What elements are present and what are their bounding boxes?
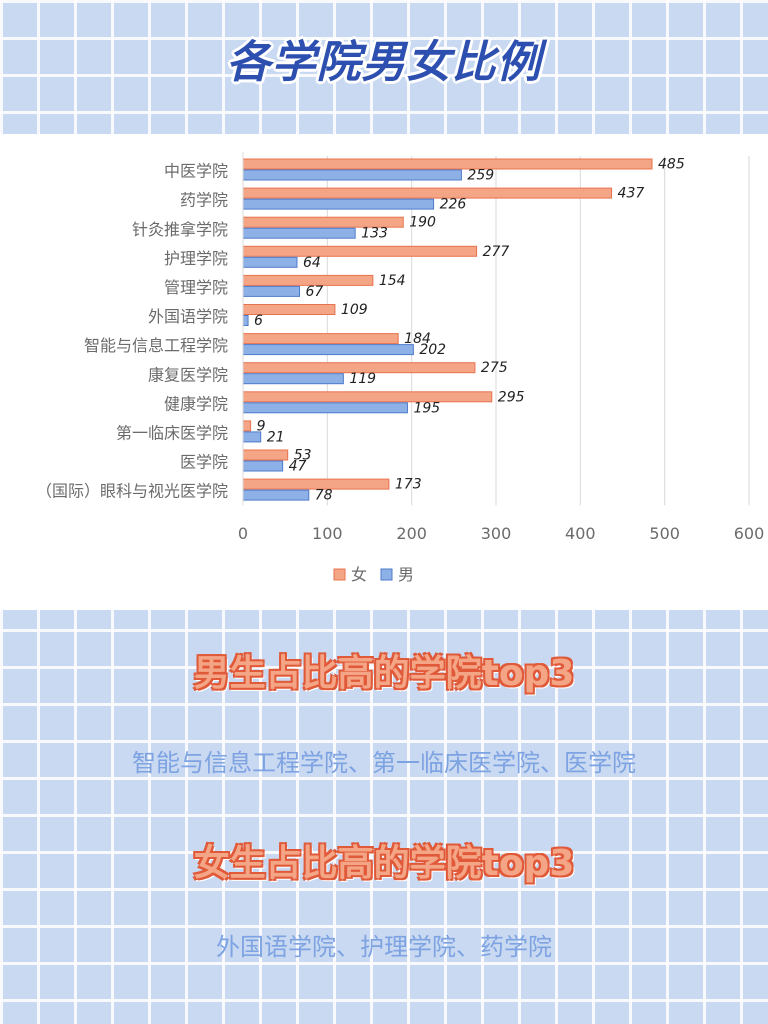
value-label-女-9: 9 [257, 418, 266, 434]
x-tick-label-1: 100 [312, 524, 343, 543]
category-label-4: 管理学院 [164, 278, 228, 297]
value-label-女-1: 437 [618, 186, 645, 202]
bar-chart: 0 100 200 300 400 500 600 中医学院 485 259 药学院 437 226 针灸… [36, 152, 765, 584]
bar-男-8 [242, 402, 408, 414]
female-top3-heading: 女生占比高的学院top3 [193, 843, 575, 884]
value-label-女-2: 190 [409, 215, 436, 231]
bar-男-5 [242, 315, 249, 326]
value-label-男-9: 21 [267, 429, 285, 445]
bar-女-10 [242, 449, 289, 461]
bar-chart-panel: 0 100 200 300 400 500 600 中医学院 485 259 药学院 437 226 针灸… [0, 134, 768, 610]
x-tick-label-0: 0 [238, 524, 248, 543]
bar-男-7 [242, 373, 344, 385]
legend-label-男: 男 [398, 565, 414, 584]
category-label-7: 康复医学院 [148, 365, 228, 384]
value-label-女-5: 109 [341, 302, 368, 318]
x-tick-label-5: 500 [649, 524, 680, 543]
bar-男-11 [242, 489, 310, 501]
category-label-9: 第一临床医学院 [116, 423, 228, 442]
bar-女-3 [242, 245, 478, 257]
male-top3-heading: 男生占比高的学院top3 [193, 653, 575, 694]
page-title: 各学院男女比例 [226, 37, 542, 88]
value-label-男-6: 202 [419, 342, 446, 358]
category-label-5: 外国语学院 [148, 307, 228, 326]
value-label-女-6: 184 [404, 331, 431, 347]
value-label-男-2: 133 [361, 226, 388, 242]
category-label-1: 药学院 [180, 191, 228, 210]
value-label-女-11: 173 [395, 477, 422, 493]
value-label-男-1: 226 [440, 197, 467, 213]
category-label-10: 医学院 [180, 453, 228, 472]
legend-label-女: 女 [351, 565, 367, 584]
bar-女-1 [242, 187, 613, 199]
value-label-男-4: 67 [306, 284, 324, 300]
bar-女-8 [242, 391, 493, 403]
category-label-8: 健康学院 [164, 394, 228, 413]
value-label-男-8: 195 [413, 400, 440, 416]
legend-swatch-男 [380, 568, 393, 581]
bar-男-1 [242, 198, 435, 210]
x-tick-label-6: 600 [734, 524, 765, 543]
bar-男-0 [242, 169, 462, 181]
category-label-2: 针灸推拿学院 [132, 220, 228, 239]
value-label-男-7: 119 [349, 371, 376, 387]
bar-女-9 [242, 420, 252, 432]
bar-男-9 [242, 431, 262, 443]
bar-男-3 [242, 256, 298, 268]
male-top3-text: 智能与信息工程学院、第一临床医学院、医学院 [132, 749, 636, 777]
x-tick-label-2: 200 [396, 524, 427, 543]
legend-swatch-女 [333, 568, 346, 581]
value-label-男-3: 64 [303, 255, 321, 271]
category-label-0: 中医学院 [164, 162, 228, 181]
value-label-女-3: 277 [483, 244, 510, 260]
category-label-6: 智能与信息工程学院 [84, 336, 228, 355]
female-top3-text: 外国语学院、护理学院、药学院 [216, 933, 552, 961]
value-label-男-5: 6 [254, 313, 263, 329]
bar-男-4 [242, 285, 301, 297]
category-label-11: （国际）眼科与视光医学院 [36, 482, 228, 501]
bar-男-10 [242, 460, 284, 472]
bar-男-6 [242, 344, 414, 356]
value-label-男-0: 259 [467, 168, 494, 184]
value-label-女-10: 53 [294, 448, 312, 464]
bar-女-0 [242, 158, 653, 170]
value-label-男-11: 78 [315, 488, 333, 504]
value-label-男-10: 47 [289, 459, 307, 475]
x-tick-label-4: 400 [565, 524, 596, 543]
value-label-女-8: 295 [498, 389, 525, 405]
category-label-3: 护理学院 [164, 249, 228, 268]
x-tick-label-3: 300 [481, 524, 512, 543]
bar-男-2 [242, 227, 356, 239]
value-label-女-7: 275 [481, 360, 508, 376]
bar-女-6 [242, 333, 399, 345]
value-label-女-0: 485 [658, 157, 685, 173]
value-label-女-4: 154 [379, 273, 406, 289]
